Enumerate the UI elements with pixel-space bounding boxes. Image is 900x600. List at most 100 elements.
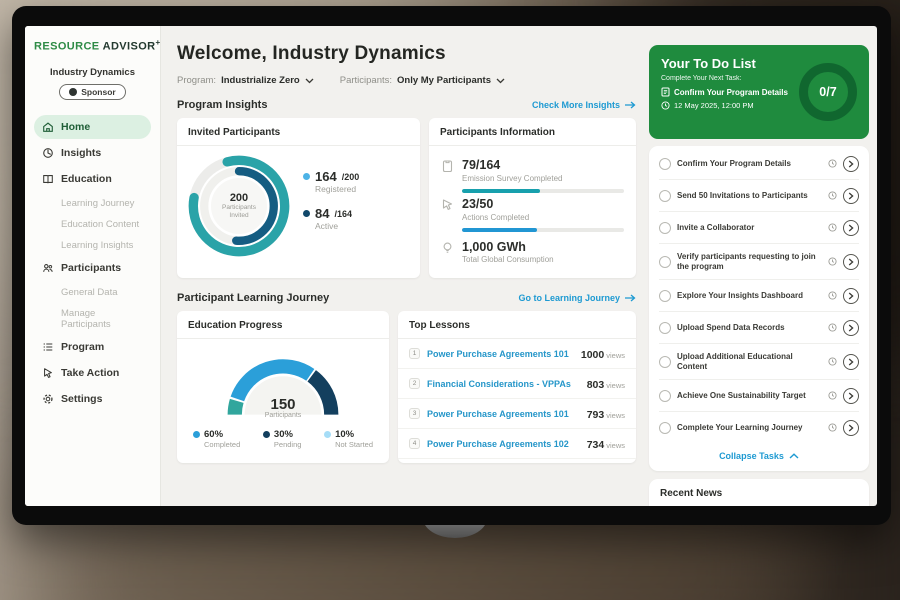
stat-total-consumption: 1,000 GWh Total Global Consumption: [441, 240, 624, 264]
task-checkbox[interactable]: [659, 321, 671, 334]
task-open-button[interactable]: [843, 419, 859, 436]
main-content: Welcome, Industry Dynamics Program: Indu…: [161, 26, 646, 506]
sidebar-item-learning-journey[interactable]: Learning Journey: [61, 197, 135, 209]
task-row: Invite a Collaborator: [659, 212, 859, 244]
consumption-icon: [443, 242, 452, 253]
sidebar-item-settings[interactable]: Settings: [34, 387, 151, 411]
lesson-link[interactable]: Power Purchase Agreements 101: [427, 408, 569, 419]
task-label[interactable]: Explore Your Insights Dashboard: [677, 290, 803, 300]
lesson-views-label: views: [606, 380, 625, 390]
participants-information-card: Participants Information 79/164 Emission…: [429, 118, 636, 278]
clock-icon: [828, 257, 837, 266]
participants-filter[interactable]: Participants: Only My Participants: [340, 75, 505, 86]
sidebar-item-manage-participants[interactable]: Manage Participants: [61, 307, 111, 330]
task-row: Verify participants requesting to join t…: [659, 244, 859, 280]
task-open-button[interactable]: [843, 155, 859, 172]
task-checkbox[interactable]: [659, 389, 671, 402]
arrow-right-icon: [625, 294, 636, 302]
task-checkbox[interactable]: [659, 289, 671, 302]
task-row: Confirm Your Program Details: [659, 148, 859, 180]
lesson-row: 4 Power Purchase Agreements 102 734 views: [398, 429, 636, 459]
stat-actions-completed: 23/50 Actions Completed: [441, 196, 624, 222]
not-started-label: Not Started: [335, 440, 373, 449]
task-label[interactable]: Send 50 Invitations to Participants: [677, 190, 808, 200]
learning-journey-cards: Education Progress 150 Participants: [177, 311, 636, 463]
todo-progress-value: 0/7: [819, 85, 837, 99]
task-checkbox[interactable]: [659, 157, 671, 170]
lesson-link[interactable]: Financial Considerations - VPPAs: [427, 378, 571, 389]
task-label[interactable]: Invite a Collaborator: [677, 222, 755, 232]
task-open-button[interactable]: [843, 387, 859, 404]
todo-progress-ring: 0/7: [799, 63, 857, 121]
task-label[interactable]: Complete Your Learning Journey: [677, 422, 803, 432]
invited-participants-donut-chart: 200 Participants Invited: [185, 152, 293, 260]
completed-label: Completed: [204, 440, 241, 449]
task-open-button[interactable]: [843, 319, 859, 336]
pending-label: Pending: [273, 440, 302, 449]
sidebar-item-take-action[interactable]: Take Action: [34, 361, 151, 385]
gauge-center-value: 150: [270, 396, 296, 413]
card-title: Education Progress: [177, 311, 389, 339]
todo-next-task[interactable]: Confirm Your Program Details: [661, 87, 793, 97]
sidebar-item-program[interactable]: Program: [34, 335, 151, 359]
task-label[interactable]: Verify participants requesting to join t…: [677, 251, 816, 271]
chevron-right-icon: [848, 160, 854, 167]
stat-value: 23/50: [462, 196, 494, 211]
task-row: Upload Spend Data Records: [659, 312, 859, 344]
link-label: Go to Learning Journey: [518, 293, 620, 303]
task-label[interactable]: Upload Additional Educational Content: [677, 351, 793, 371]
task-open-button[interactable]: [843, 287, 859, 304]
chevron-right-icon: [848, 292, 854, 299]
arrow-right-icon: [625, 101, 636, 109]
task-checkbox[interactable]: [659, 255, 671, 268]
logo-text-primary: RESOURCE: [34, 40, 100, 53]
participants-filter-label: Participants:: [339, 75, 393, 86]
task-checkbox[interactable]: [659, 221, 671, 234]
task-open-button[interactable]: [843, 187, 859, 204]
sidebar-item-learning-insights[interactable]: Learning Insights: [61, 239, 134, 251]
sidebar-item-label: Home: [61, 120, 91, 133]
active-value: 84: [315, 206, 330, 221]
card-title: Participants Information: [429, 118, 636, 146]
lesson-link[interactable]: Power Purchase Agreements 102: [427, 438, 569, 449]
sidebar-item-education[interactable]: Education: [34, 167, 151, 191]
todo-title: Your To Do List: [661, 56, 756, 71]
survey-icon: [442, 160, 453, 173]
task-open-button[interactable]: [843, 353, 859, 370]
task-checkbox[interactable]: [659, 355, 671, 368]
sponsor-badge[interactable]: Sponsor: [59, 83, 126, 100]
task-label[interactable]: Confirm Your Program Details: [677, 158, 791, 168]
task-open-button[interactable]: [843, 253, 859, 270]
check-more-insights-link[interactable]: Check More Insights: [532, 100, 636, 110]
participants-filter-value: Only My Participants: [397, 75, 491, 86]
task-checkbox[interactable]: [659, 189, 671, 202]
invited-participants-card: Invited Participants 200 Participants: [177, 118, 420, 278]
gauge-center-label: Participants: [264, 412, 302, 419]
donut-legend: 164/200 Registered 84/164 Active: [303, 169, 359, 243]
program-filter-value: Industrialize Zero: [221, 75, 300, 86]
clock-icon: [828, 291, 837, 300]
task-label[interactable]: Achieve One Sustainability Target: [677, 390, 806, 400]
task-label[interactable]: Upload Spend Data Records: [677, 322, 785, 332]
sidebar-item-participants[interactable]: Participants: [34, 256, 151, 280]
task-open-button[interactable]: [843, 219, 859, 236]
sidebar-item-education-content[interactable]: Education Content: [61, 218, 140, 230]
collapse-tasks-link[interactable]: Collapse Tasks: [659, 443, 859, 465]
lesson-link[interactable]: Power Purchase Agreements 101: [427, 348, 569, 359]
sidebar-item-general-data[interactable]: General Data: [61, 286, 118, 298]
chevron-right-icon: [848, 258, 854, 265]
program-filter[interactable]: Program: Industrialize Zero: [177, 75, 314, 86]
sidebar-item-insights[interactable]: Insights: [34, 141, 151, 165]
clock-icon: [828, 391, 837, 400]
active-total: /164: [334, 208, 352, 219]
go-to-learning-journey-link[interactable]: Go to Learning Journey: [518, 293, 636, 303]
sidebar-item-home[interactable]: Home: [34, 114, 151, 139]
pending-pct: 30%: [273, 429, 293, 440]
lesson-views-label: views: [606, 350, 625, 360]
recent-news-card: Recent News: [649, 479, 869, 506]
task-row: Explore Your Insights Dashboard: [659, 280, 859, 312]
completed-pct: 60%: [204, 429, 224, 440]
task-checkbox[interactable]: [659, 421, 671, 434]
active-dot: [303, 210, 310, 217]
account-block: Industry Dynamics Sponsor: [34, 67, 151, 101]
